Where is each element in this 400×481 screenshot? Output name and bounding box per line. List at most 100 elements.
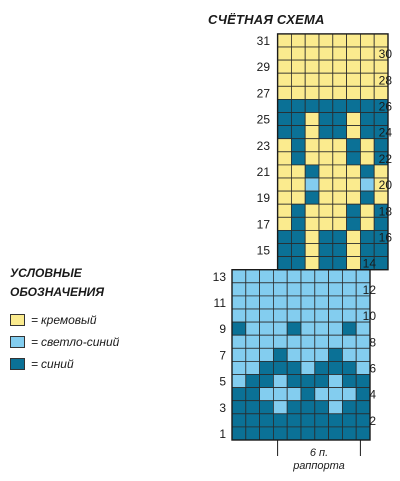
grid-cell (277, 164, 292, 179)
grid-cell (332, 216, 347, 231)
grid-cell (286, 347, 302, 362)
grid-cell (300, 321, 316, 336)
grid-cell (304, 85, 320, 100)
grid-cell (286, 413, 302, 428)
grid-cell (318, 243, 334, 258)
grid-cell (304, 151, 320, 166)
grid-cell (359, 190, 375, 205)
grid-cell (314, 360, 329, 375)
grid-cell (332, 33, 347, 48)
grid-cell (332, 72, 347, 87)
row-number-left: 17 (257, 217, 271, 231)
grid-cell (304, 243, 320, 258)
grid-cell (332, 177, 347, 192)
grid-cell (359, 59, 375, 74)
grid-cell (328, 374, 343, 389)
grid-cell (231, 374, 247, 389)
row-number-left: 21 (257, 165, 271, 179)
row-number-right: 28 (379, 73, 393, 87)
grid-cell (245, 387, 261, 402)
grid-cell (231, 282, 247, 297)
row-number-right: 30 (379, 47, 393, 61)
grid-cell (346, 190, 361, 205)
grid-cell (272, 426, 288, 441)
grid-cell (286, 308, 302, 323)
grid-cell (304, 203, 320, 218)
grid-cell (259, 321, 274, 336)
grid-cell (277, 203, 292, 218)
grid-cell (355, 413, 371, 428)
row-number-left: 11 (214, 296, 227, 310)
grid-cell (314, 334, 329, 349)
grid-cell (346, 125, 361, 140)
grid-cell (314, 321, 329, 336)
grid-cell (290, 216, 306, 231)
grid-cell (245, 413, 261, 428)
grid-cell (332, 59, 347, 74)
grid-cell (259, 400, 274, 415)
grid-cell (259, 334, 274, 349)
grid-cell (359, 99, 375, 113)
grid-cell (245, 295, 261, 310)
grid-cell (272, 334, 288, 349)
grid-cell (314, 282, 329, 297)
grid-cell (346, 33, 361, 48)
grid-cell (277, 112, 292, 127)
row-number-left: 7 (219, 348, 226, 362)
grid-cell (286, 282, 302, 297)
grid-cell (231, 347, 247, 362)
grid-cell (314, 387, 329, 402)
grid-cell (277, 190, 292, 205)
row-number-left: 5 (219, 375, 226, 389)
grid-cell (277, 85, 292, 100)
grid-cell (245, 360, 261, 375)
grid-cell (231, 387, 247, 402)
grid-cell (359, 138, 375, 153)
grid-cell (355, 321, 371, 336)
grid-cell (245, 308, 261, 323)
grid-cell (277, 33, 292, 48)
grid-cell (272, 360, 288, 375)
row-number-left: 13 (213, 270, 227, 284)
grid-cell (300, 360, 316, 375)
grid-cell (318, 138, 334, 153)
grid-cell (359, 112, 375, 127)
grid-cell (359, 229, 375, 244)
grid-cell (304, 99, 320, 113)
grid-cell (314, 426, 329, 441)
grid-cell (245, 400, 261, 415)
grid-cell (332, 151, 347, 166)
grid-cell (318, 229, 334, 244)
grid-cell (355, 269, 371, 284)
grid-cell (259, 282, 274, 297)
grid-cell (314, 374, 329, 389)
grid-cell (355, 400, 371, 415)
grid-cell (328, 334, 343, 349)
grid-cell (300, 295, 316, 310)
grid-cell (277, 99, 292, 113)
grid-cell (355, 387, 371, 402)
row-number-right: 26 (379, 99, 393, 113)
grid-cell (272, 347, 288, 362)
grid-cell (373, 164, 389, 179)
grid-cell (373, 216, 389, 231)
grid-cell (259, 347, 274, 362)
grid-cell (300, 387, 316, 402)
grid-cell (318, 112, 334, 127)
row-number-left: 9 (219, 322, 226, 336)
grid-cell (231, 400, 247, 415)
grid-cell (355, 295, 371, 310)
grid-cell (277, 138, 292, 153)
chart-title: СЧЁТНАЯ СХЕМА (208, 12, 325, 27)
grid-cell (355, 374, 371, 389)
grid-cell (259, 269, 274, 284)
grid-cell (332, 138, 347, 153)
grid-cell (328, 400, 343, 415)
grid-cell (318, 151, 334, 166)
grid-cell (304, 138, 320, 153)
grid-cell (355, 334, 371, 349)
grid-cell (346, 151, 361, 166)
grid-cell (272, 400, 288, 415)
grid-cell (332, 164, 347, 179)
row-number-left: 25 (257, 113, 271, 127)
